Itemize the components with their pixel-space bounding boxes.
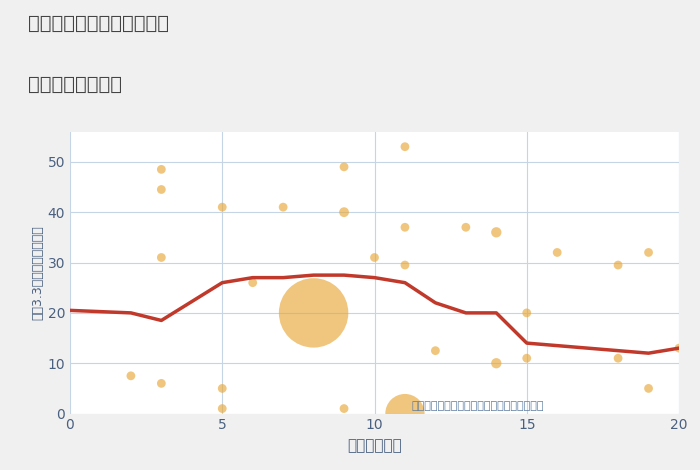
Text: 円の大きさは、取引のあった物件面積を示す: 円の大きさは、取引のあった物件面積を示す xyxy=(411,401,543,411)
Point xyxy=(521,354,532,362)
Point xyxy=(277,204,289,211)
Point xyxy=(247,279,258,286)
Point xyxy=(156,165,167,173)
Point xyxy=(217,384,228,392)
Text: 愛知県稲沢市平和町平池の: 愛知県稲沢市平和町平池の xyxy=(28,14,169,33)
Point xyxy=(217,204,228,211)
Point xyxy=(612,354,624,362)
Point xyxy=(156,186,167,193)
Point xyxy=(339,208,350,216)
Point xyxy=(643,384,655,392)
Point xyxy=(339,405,350,412)
Point xyxy=(399,261,410,269)
Point xyxy=(491,360,502,367)
Point xyxy=(491,228,502,236)
Point xyxy=(308,309,319,317)
Y-axis label: 坪（3.3㎡）単価（万円）: 坪（3.3㎡）単価（万円） xyxy=(32,225,45,320)
X-axis label: 駅距離（分）: 駅距離（分） xyxy=(347,438,402,453)
Point xyxy=(156,254,167,261)
Point xyxy=(339,163,350,171)
Point xyxy=(156,380,167,387)
Point xyxy=(673,345,685,352)
Point xyxy=(521,309,532,317)
Point xyxy=(399,143,410,150)
Point xyxy=(125,372,136,380)
Point xyxy=(643,249,655,256)
Point xyxy=(552,249,563,256)
Point xyxy=(430,347,441,354)
Point xyxy=(399,410,410,417)
Point xyxy=(369,254,380,261)
Point xyxy=(399,224,410,231)
Text: 駅距離別土地価格: 駅距離別土地価格 xyxy=(28,75,122,94)
Point xyxy=(612,261,624,269)
Point xyxy=(217,405,228,412)
Point xyxy=(461,224,472,231)
